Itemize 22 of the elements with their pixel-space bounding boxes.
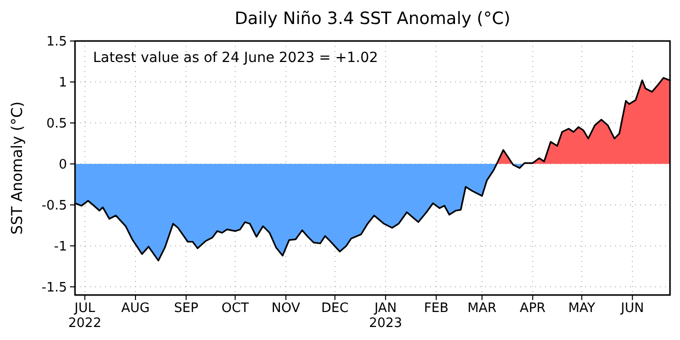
y-axis-title: SST Anomaly (°C)	[8, 101, 26, 235]
y-tick-label: -0.5	[42, 198, 67, 214]
annotation: Latest value as of 24 June 2023 = +1.02	[93, 50, 378, 66]
y-tick-label: -1	[54, 239, 67, 254]
chart-title: Daily Niño 3.4 SST Anomaly (°C)	[234, 9, 510, 29]
x-tick-label: AUG	[121, 301, 150, 316]
x-tick-label: OCT	[222, 301, 249, 316]
x-tick-label: JAN 2023	[369, 301, 402, 331]
x-tick-label: NOV	[272, 301, 300, 316]
x-tick-label: JUN	[620, 301, 644, 316]
y-tick-label: -1.5	[42, 280, 67, 296]
y-tick-label: 1.5	[46, 34, 67, 50]
x-tick-label: SEP	[174, 301, 198, 316]
x-tick-label: DEC	[321, 301, 349, 316]
x-tick-label: MAY	[568, 301, 596, 316]
x-tick-label: APR	[520, 301, 546, 316]
x-tick-label: FEB	[424, 301, 449, 316]
y-tick-label: 0	[58, 157, 67, 172]
y-tick-label: 1	[58, 76, 67, 91]
x-tick-label: JUL 2022	[68, 301, 102, 331]
x-tick-label: MAR	[467, 301, 497, 316]
y-tick-label: 0.5	[46, 116, 67, 132]
